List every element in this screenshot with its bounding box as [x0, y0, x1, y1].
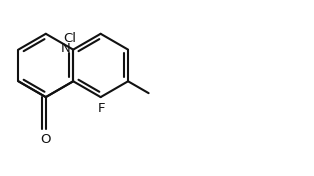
Text: O: O	[40, 133, 50, 146]
Text: Cl: Cl	[63, 32, 77, 45]
Text: N: N	[60, 42, 70, 55]
Text: F: F	[98, 102, 105, 115]
